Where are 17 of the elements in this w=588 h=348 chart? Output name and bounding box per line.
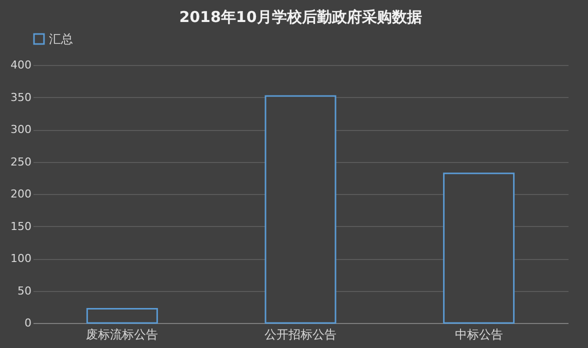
bar: [443, 172, 515, 324]
bar: [264, 95, 336, 324]
y-tick-label: 100: [10, 252, 32, 265]
x-tick-label: 中标公告: [454, 328, 503, 342]
legend-label: 汇总: [49, 32, 73, 46]
y-tick-label: 0: [24, 316, 32, 330]
y-tick-label: 250: [10, 155, 32, 168]
x-tick-label: 公开招标公告: [264, 328, 336, 342]
x-tick-label: 废标流标公告: [86, 328, 158, 342]
y-tick-label: 150: [10, 220, 32, 233]
bar: [86, 308, 158, 324]
y-tick-label: 200: [10, 188, 32, 200]
y-tick-label: 400: [10, 58, 32, 72]
y-tick-label: 350: [10, 90, 32, 104]
y-tick-label: 300: [10, 123, 32, 136]
y-tick-label: 50: [18, 284, 32, 298]
chart-title: 2018年10月学校后勤政府采购数据: [179, 8, 422, 26]
